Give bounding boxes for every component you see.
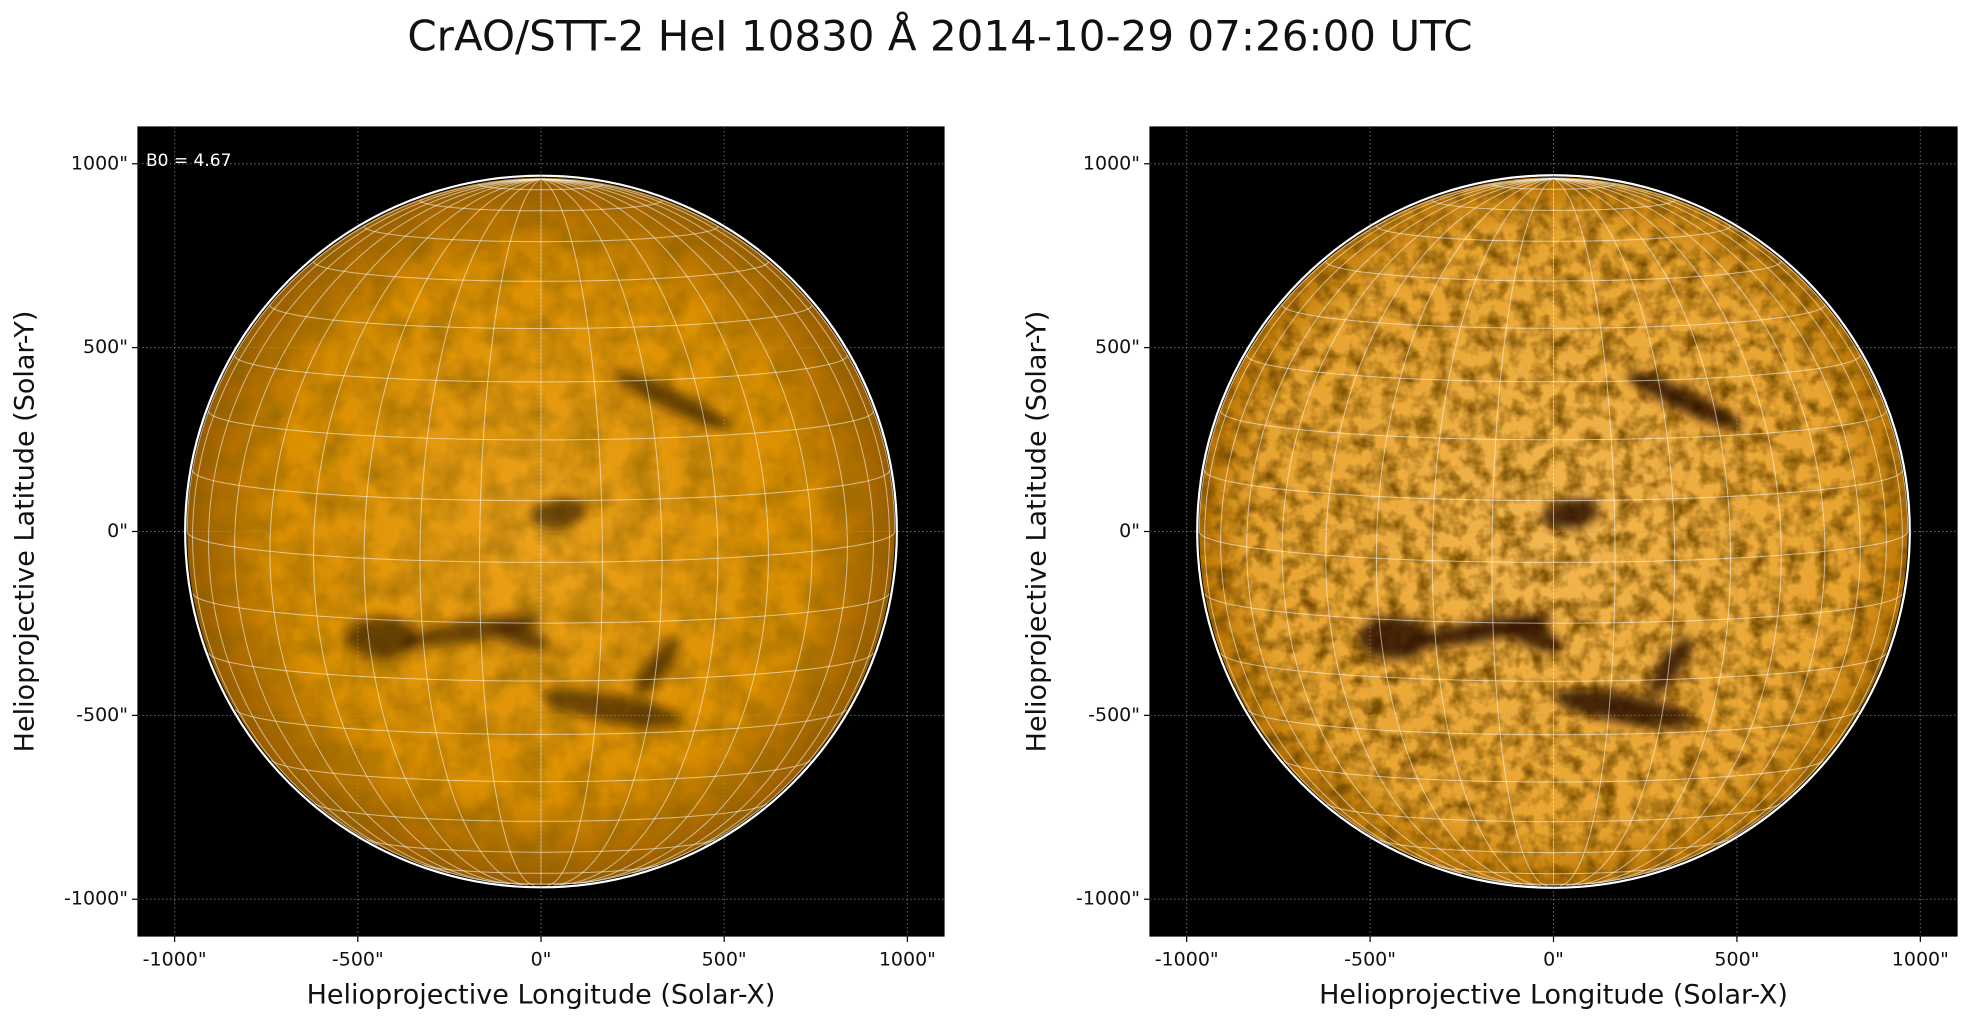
x-tick-label: -1000" [143, 949, 207, 971]
x-tick-label: 500" [1714, 949, 1759, 971]
heliographic-grid [540, 178, 875, 874]
filament [496, 623, 551, 652]
heliographic-grid [234, 178, 542, 882]
heliographic-grid [1553, 178, 1909, 532]
filament [400, 614, 540, 648]
y-tick-label: 1000" [71, 152, 128, 174]
heliographic-grid [1553, 178, 1732, 886]
axes: -1000" -500" 0" 500" 1000" -1000" -500" 0" 500" 1… [1022, 126, 1958, 1011]
heliographic-grid [186, 178, 542, 532]
x-tick-label: 1000" [879, 949, 936, 971]
x-axis-label: Helioprojective Longitude (Solar-X) [1319, 980, 1788, 1011]
y-tick-label: -1000" [1076, 888, 1140, 910]
heliographic-grid [1281, 178, 1554, 885]
heliographic-grid [1198, 178, 1554, 532]
heliographic-grid [419, 178, 542, 886]
x-tick-label: 0" [1543, 949, 1564, 971]
filament [542, 689, 682, 728]
heliographic-grid [540, 178, 769, 885]
filament [1554, 689, 1695, 728]
heliographic-grid [1491, 178, 1554, 887]
heliographic-grid [1553, 178, 1826, 885]
heliographic-grid [313, 178, 542, 885]
y-axis-label: Helioprojective Latitude (Solar-Y) [10, 311, 41, 753]
heliographic-grid [1220, 178, 1554, 875]
y-tick-label: 500" [1095, 336, 1140, 358]
y-tick-label: 0" [1119, 520, 1140, 542]
heliographic-grid [1553, 178, 1676, 886]
y-axis-label: Helioprojective Latitude (Solar-Y) [1022, 311, 1053, 753]
heliographic-grid [540, 178, 813, 884]
heliographic-grid [1325, 178, 1554, 885]
x-tick-label: -500" [1344, 949, 1396, 971]
heliographic-grid [1375, 178, 1554, 886]
y-tick-label: 500" [83, 336, 128, 358]
y-tick-label: -1000" [64, 888, 128, 910]
x-tick-label: 0" [531, 949, 552, 971]
heliographic-grid [207, 178, 542, 874]
filament [346, 615, 418, 660]
heliographic-grid [1553, 178, 1887, 875]
heliographic-grid [1553, 178, 1782, 885]
y-tick-label: -500" [1088, 704, 1140, 726]
axes: -1000" -500" 0" 500" 1000" -1000" -500" 0" 500" 1… [10, 126, 945, 1011]
heliographic-grid [269, 178, 542, 884]
heliographic-grid [1553, 178, 1861, 883]
y-tick-label: 1000" [1083, 152, 1140, 174]
heliographic-grid [1204, 178, 1554, 847]
axes-frame [137, 126, 945, 937]
filament [1543, 498, 1600, 530]
heliographic-grid [540, 178, 891, 846]
filaments [346, 371, 730, 728]
heliographic-grid [540, 178, 603, 886]
x-tick-label: -500" [332, 949, 384, 971]
x-tick-label: 500" [702, 949, 747, 971]
filament [1508, 623, 1563, 653]
axes-frame [1149, 126, 1958, 937]
filament [530, 498, 587, 530]
filament [614, 371, 730, 430]
y-tick-label: -500" [76, 704, 128, 726]
filaments [1358, 371, 1743, 728]
filament [1648, 636, 1693, 696]
filament [1626, 371, 1743, 430]
heliographic-grid [191, 178, 542, 846]
heliographic-grid [540, 178, 663, 886]
heliographic-grid [1553, 178, 1616, 887]
heliographic-grid [363, 178, 542, 886]
heliographic-grid [1246, 178, 1554, 883]
heliographic-grid [1431, 178, 1554, 886]
annotation: B0 = 4.67 [146, 151, 231, 171]
heliographic-grid [540, 178, 719, 886]
heliographic-grid [1553, 178, 1903, 847]
figure-title: CrAO/STT-2 HeI 10830 Å 2014-10-29 07:26:… [407, 11, 1472, 61]
x-tick-label: 1000" [1892, 949, 1949, 971]
filament [1358, 616, 1430, 660]
heliographic-grid [540, 178, 896, 532]
y-tick-label: 0" [107, 520, 128, 542]
filament [1412, 614, 1553, 648]
x-axis-label: Helioprojective Longitude (Solar-X) [307, 980, 776, 1011]
x-tick-label: -1000" [1155, 949, 1219, 971]
filament [635, 636, 680, 696]
heliographic-grid [479, 178, 542, 886]
heliographic-grid [540, 178, 848, 882]
